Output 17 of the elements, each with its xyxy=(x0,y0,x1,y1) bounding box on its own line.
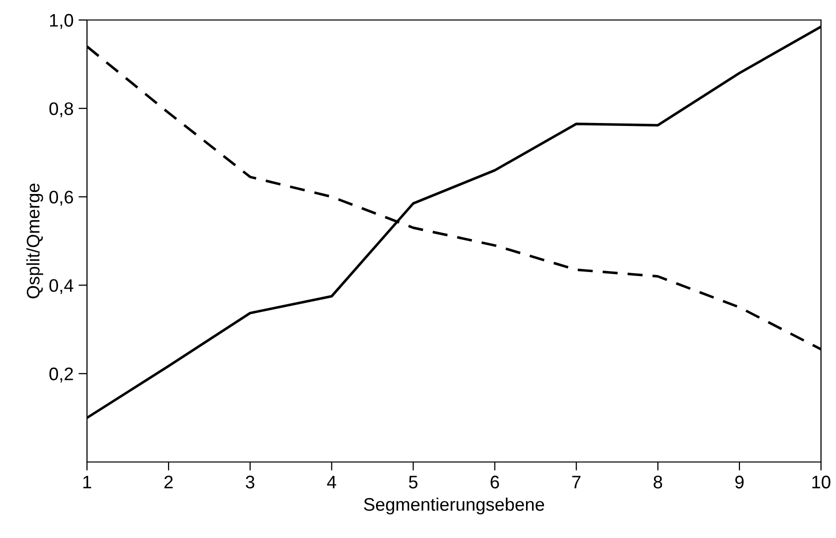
x-tick-label: 9 xyxy=(735,476,744,488)
x-tick-label: 10 xyxy=(812,476,830,488)
x-tick-label: 5 xyxy=(408,476,418,488)
x-tick-label: 1 xyxy=(83,476,92,488)
y-tick-label: 0,6 xyxy=(49,190,74,206)
x-tick-label: 4 xyxy=(327,476,336,488)
x-tick-label: 7 xyxy=(572,476,580,488)
y-axis-title: Qsplit/Qmerge xyxy=(26,184,44,298)
x-axis-title: Segmentierungsebene xyxy=(364,498,544,514)
y-tick-label: 1,0 xyxy=(50,14,74,29)
y-tick-label: 0,2 xyxy=(49,368,73,382)
y-tick-label: 0,4 xyxy=(49,279,74,294)
x-tick-label: 3 xyxy=(246,476,254,488)
y-tick-label: 0,8 xyxy=(49,102,74,118)
x-tick-label: 8 xyxy=(654,476,662,488)
x-tick-label: 2 xyxy=(164,476,173,488)
x-tick-label: 6 xyxy=(490,476,500,488)
